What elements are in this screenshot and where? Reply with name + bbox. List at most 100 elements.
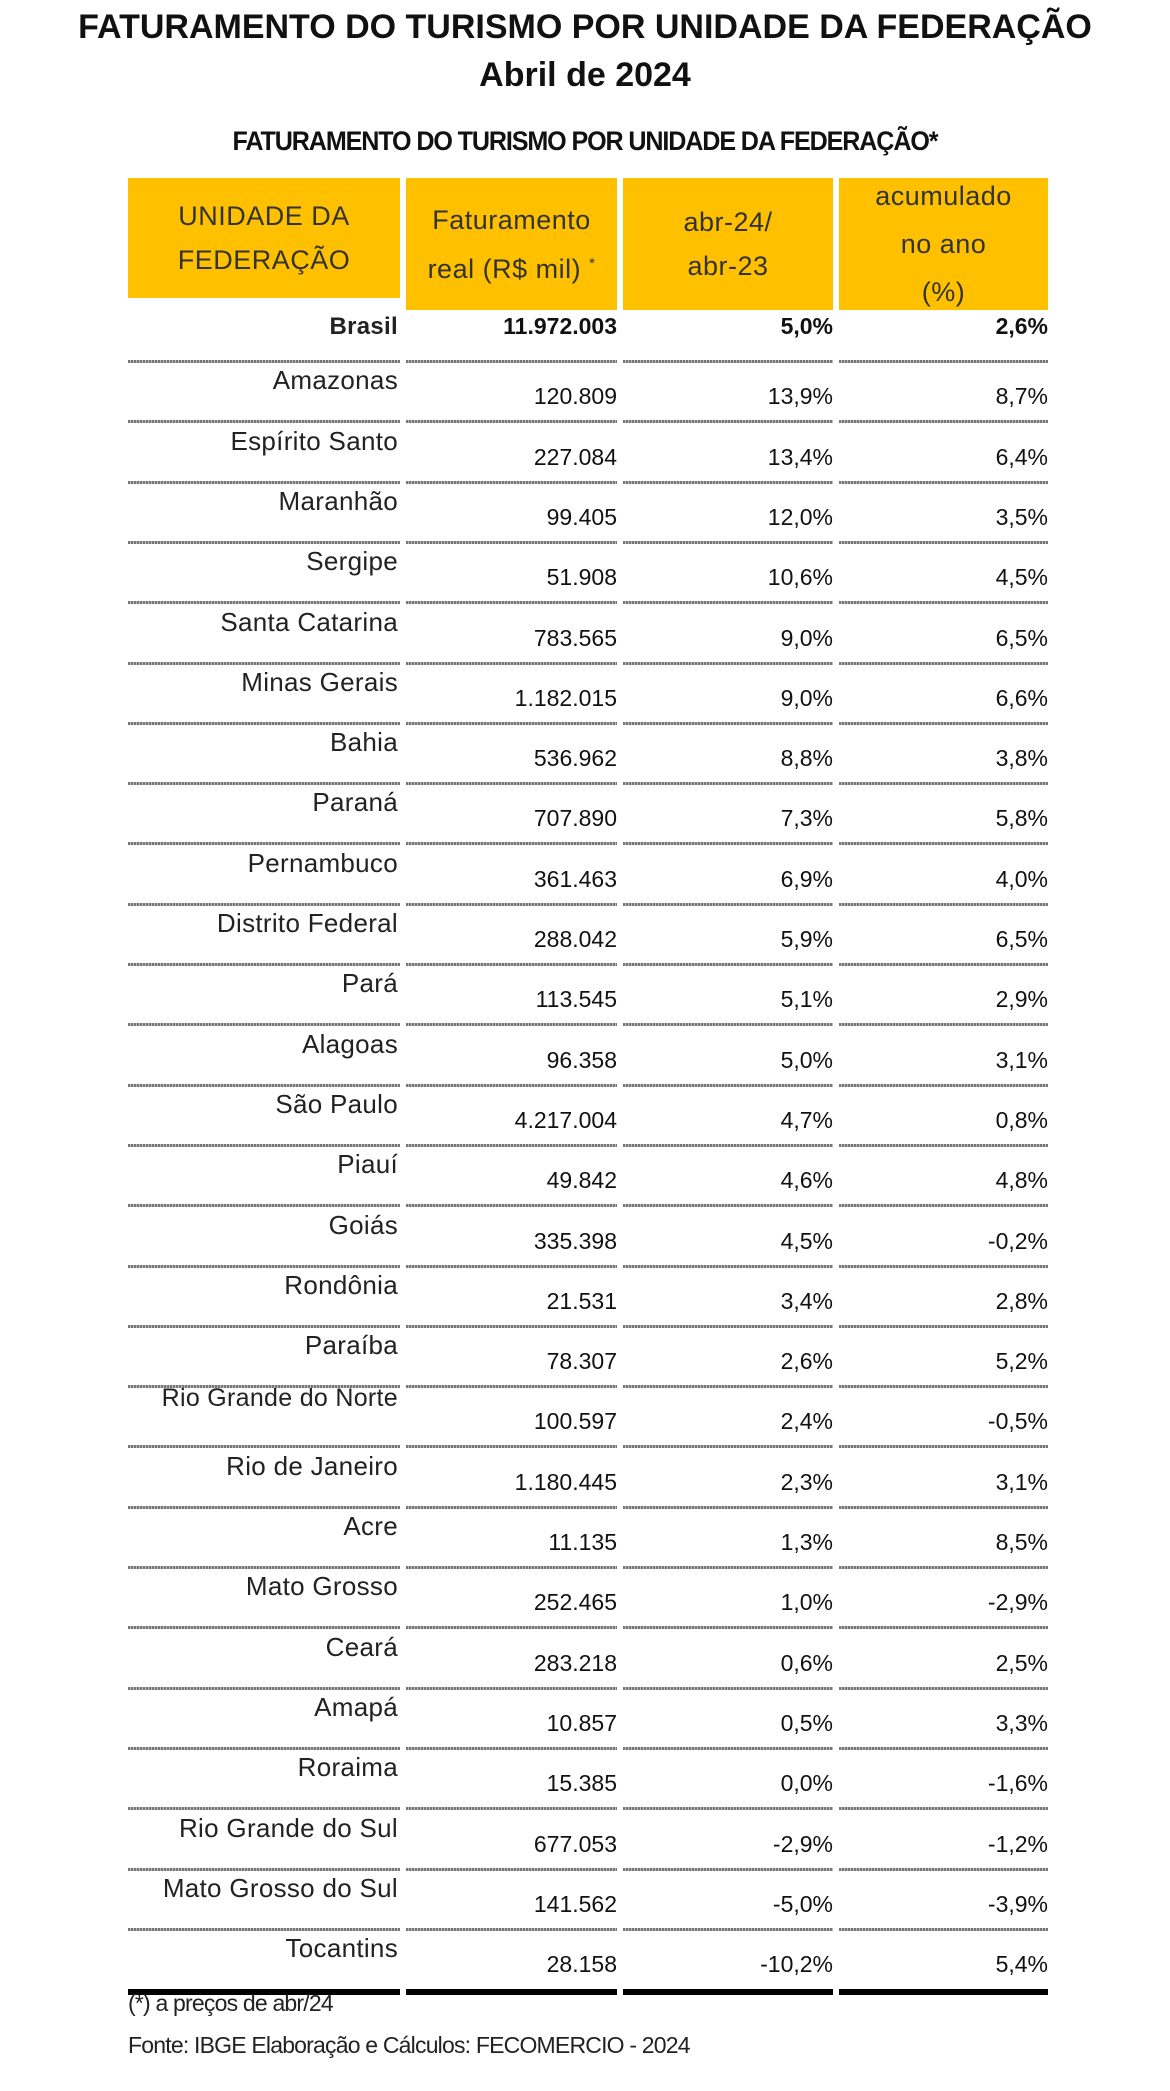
faturamento-value: 141.562 — [533, 1890, 617, 1917]
table-row: Espírito Santo 227.084 13,4% 6,4% — [128, 424, 1048, 484]
faturamento-value: 707.890 — [533, 805, 617, 832]
faturamento-value: 11.135 — [548, 1529, 617, 1555]
row-divider — [623, 782, 833, 786]
faturamento-value: 49.842 — [546, 1167, 617, 1194]
row-divider — [623, 601, 833, 605]
row-divider — [406, 661, 617, 665]
row-divider — [406, 1445, 617, 1449]
variation-value: 2,4% — [780, 1408, 833, 1435]
header-line: real (R$ mil) * — [406, 242, 617, 291]
row-divider — [406, 1143, 617, 1147]
row-divider — [406, 1746, 617, 1750]
row-divider — [128, 1626, 400, 1630]
row-divider — [128, 902, 400, 906]
accumulated-value: 6,6% — [995, 684, 1048, 711]
faturamento-value: 783.565 — [533, 624, 617, 651]
state-name: Piauí — [337, 1149, 398, 1180]
row-divider — [623, 1626, 833, 1630]
state-name: Espírito Santo — [230, 425, 398, 456]
row-divider — [406, 1385, 617, 1389]
faturamento-value: 11.972.003 — [503, 313, 617, 339]
row-divider — [839, 540, 1048, 544]
row-divider — [128, 1807, 400, 1811]
state-name: Paraná — [312, 787, 398, 818]
variation-value: 1,0% — [780, 1589, 833, 1616]
row-divider — [406, 1083, 617, 1087]
variation-value: 6,9% — [780, 865, 833, 892]
faturamento-value: 335.398 — [533, 1227, 617, 1254]
row-divider — [839, 1807, 1048, 1811]
faturamento-value: 1.180.445 — [514, 1468, 617, 1495]
row-divider — [406, 1867, 617, 1871]
state-name: Rondônia — [284, 1269, 398, 1300]
row-divider — [839, 1989, 1048, 1996]
row-divider — [623, 1324, 833, 1328]
row-divider — [839, 1445, 1048, 1449]
row-divider — [623, 902, 833, 906]
row-divider — [128, 842, 400, 846]
row-divider — [623, 1927, 833, 1931]
row-divider — [128, 1083, 400, 1087]
row-divider — [128, 1686, 400, 1690]
table-row: Amapá 10.857 0,5% 3,3% — [128, 1690, 1048, 1750]
row-divider — [406, 721, 617, 725]
table-row: Bahia 536.962 8,8% 3,8% — [128, 725, 1048, 786]
accumulated-value: 3,8% — [995, 745, 1048, 772]
table-row: Mato Grosso do Sul 141.562 -5,0% -3,9% — [128, 1871, 1048, 1931]
row-divider — [623, 661, 833, 665]
accumulated-value: -0,2% — [987, 1227, 1048, 1254]
row-divider — [406, 1505, 617, 1509]
state-name: Alagoas — [301, 1028, 398, 1059]
row-divider — [839, 1083, 1048, 1087]
faturamento-value: 28.158 — [546, 1951, 617, 1978]
state-name: Santa Catarina — [220, 606, 398, 637]
page-subtitle-date: Abril de 2024 — [479, 56, 691, 94]
variation-value: 5,9% — [780, 926, 833, 952]
accumulated-value: 6,5% — [995, 926, 1048, 952]
row-divider — [128, 782, 400, 786]
row-divider — [406, 963, 617, 966]
row-divider — [128, 1023, 400, 1027]
variation-value: 13,4% — [767, 443, 833, 470]
table-row: Goiás 335.398 4,5% -0,2% — [128, 1208, 1048, 1268]
row-divider — [406, 1626, 617, 1630]
row-divider — [839, 963, 1048, 966]
row-divider — [128, 1505, 400, 1509]
row-divider — [623, 1143, 833, 1147]
header-line: abr-23 — [687, 251, 769, 281]
table-row: Mato Grosso 252.465 1,0% -2,9% — [128, 1569, 1048, 1630]
table-row: Piauí 49.842 4,6% 4,8% — [128, 1147, 1048, 1208]
row-divider — [623, 540, 833, 544]
accumulated-value: 2,8% — [995, 1287, 1048, 1314]
accumulated-value: 5,8% — [995, 805, 1048, 832]
row-divider — [839, 902, 1048, 906]
row-divider — [623, 360, 833, 363]
accumulated-value: 0,8% — [995, 1106, 1048, 1133]
footnote: (*) a preços de abr/24 — [128, 1990, 334, 2016]
row-divider — [623, 963, 833, 966]
accumulated-value: 3,1% — [995, 1046, 1048, 1073]
row-divider — [128, 601, 400, 605]
faturamento-value: 120.809 — [533, 383, 617, 410]
row-divider — [128, 1445, 400, 1449]
variation-value: 4,6% — [780, 1167, 833, 1194]
row-divider — [128, 1385, 400, 1389]
row-divider — [623, 1023, 833, 1027]
header-faturamento: Faturamento real (R$ mil) * — [406, 178, 617, 310]
row-divider — [839, 480, 1048, 484]
accumulated-value: -0,5% — [987, 1408, 1048, 1435]
variation-value: 2,3% — [780, 1468, 833, 1495]
header-line: FEDERAÇÃO — [177, 245, 351, 275]
row-divider — [839, 420, 1048, 424]
accumulated-value: 3,5% — [995, 503, 1048, 530]
row-divider — [839, 661, 1048, 665]
faturamento-value: 10.857 — [546, 1709, 617, 1736]
row-divider — [406, 420, 617, 424]
table-row: Roraima 15.385 0,0% -1,6% — [128, 1750, 1048, 1811]
header-line: Faturamento — [432, 204, 591, 235]
row-divider — [128, 1746, 400, 1750]
accumulated-value: 2,5% — [995, 1649, 1048, 1676]
row-divider — [406, 1324, 617, 1328]
row-divider — [128, 1566, 400, 1569]
variation-value: 3,4% — [780, 1287, 833, 1314]
